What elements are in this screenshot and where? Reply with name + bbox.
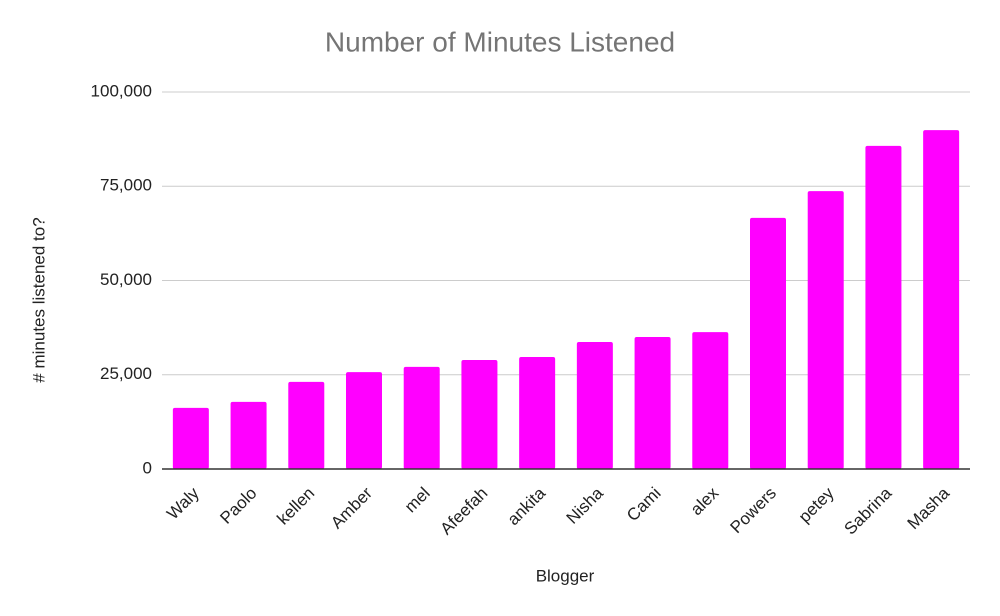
x-tick-label: alex	[687, 483, 723, 519]
x-tick-label: Powers	[726, 484, 780, 538]
x-tick-label: kellen	[273, 484, 318, 529]
y-axis-label: # minutes listened to?	[29, 217, 48, 382]
bar	[346, 372, 382, 469]
bar	[865, 145, 902, 469]
x-tick-label: Afeefah	[437, 484, 492, 539]
x-tick-label: Masha	[904, 483, 954, 533]
bar	[634, 337, 671, 469]
bar	[288, 381, 325, 469]
x-tick-label: Cami	[623, 484, 664, 525]
bar	[750, 217, 786, 469]
bar	[576, 341, 613, 469]
bar	[519, 357, 556, 469]
bar	[172, 407, 209, 469]
bar	[692, 332, 729, 469]
x-axis-label: Blogger	[536, 566, 595, 585]
x-tick-label: Paolo	[216, 484, 260, 528]
x-tick-label: Nisha	[563, 483, 608, 528]
y-tick-label: 25,000	[100, 364, 152, 383]
bar	[230, 401, 267, 469]
y-tick-label: 50,000	[100, 270, 152, 289]
x-tick-label: Waly	[163, 483, 203, 523]
x-tick-label: Sabrina	[841, 483, 896, 538]
y-tick-label: 0	[143, 458, 152, 477]
x-tick-label: ankita	[504, 483, 550, 529]
bar	[403, 366, 440, 469]
bar	[461, 360, 498, 469]
bar	[923, 130, 960, 469]
y-tick-label: 75,000	[100, 176, 152, 195]
y-tick-label: 100,000	[91, 81, 152, 100]
x-tick-label: Amber	[327, 483, 376, 532]
chart-title: Number of Minutes Listened	[325, 26, 675, 57]
x-tick-label: petey	[795, 483, 838, 526]
bar	[807, 191, 844, 469]
x-tick-label: mel	[401, 484, 434, 517]
